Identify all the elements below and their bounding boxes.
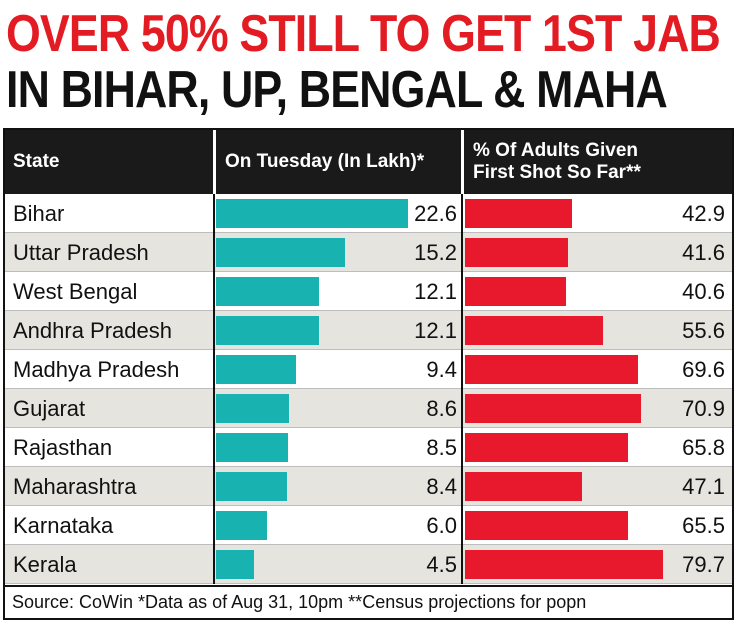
percent-adults-value: 55.6 bbox=[682, 318, 725, 343]
daily-doses-bar bbox=[216, 199, 408, 228]
percent-adults-value: 69.6 bbox=[682, 357, 725, 382]
daily-doses-value: 8.6 bbox=[426, 396, 457, 421]
headline-line-2: IN BIHAR, UP, BENGAL & MAHA bbox=[6, 61, 668, 119]
column-divider bbox=[461, 467, 463, 506]
table-row: Kerala 4.5 79.7 bbox=[5, 545, 732, 584]
daily-doses-value: 12.1 bbox=[414, 318, 457, 343]
percent-adults-bar bbox=[465, 550, 663, 579]
percent-adults-value: 79.7 bbox=[682, 552, 725, 577]
column-divider bbox=[461, 272, 463, 311]
state-label: West Bengal bbox=[13, 279, 138, 304]
state-label: Rajasthan bbox=[13, 435, 113, 460]
daily-doses-value: 9.4 bbox=[426, 357, 457, 382]
percent-adults-value: 41.6 bbox=[682, 240, 725, 265]
header-percent-line-2: First Shot So Far** bbox=[473, 162, 641, 183]
column-divider bbox=[213, 350, 215, 389]
column-divider bbox=[461, 350, 463, 389]
column-divider bbox=[213, 311, 215, 350]
table-row: Karnataka 6.0 65.5 bbox=[5, 506, 732, 545]
headline-line-1: OVER 50% STILL TO GET 1ST JAB bbox=[6, 5, 721, 63]
daily-doses-value: 15.2 bbox=[414, 240, 457, 265]
column-divider bbox=[461, 194, 463, 233]
table-row: Uttar Pradesh 15.2 41.6 bbox=[5, 233, 732, 272]
percent-adults-value: 42.9 bbox=[682, 201, 725, 226]
table-row: Maharashtra 8.4 47.1 bbox=[5, 467, 732, 506]
column-divider bbox=[213, 467, 215, 506]
column-divider bbox=[461, 506, 463, 545]
percent-adults-value: 47.1 bbox=[682, 474, 725, 499]
state-label: Uttar Pradesh bbox=[13, 240, 149, 265]
percent-adults-bar bbox=[465, 238, 568, 267]
header-daily-doses: On Tuesday (In Lakh)* bbox=[225, 151, 425, 172]
percent-adults-bar bbox=[465, 316, 603, 345]
header-percent-adults: % Of Adults Given First Shot So Far** bbox=[473, 130, 728, 194]
table-row: Madhya Pradesh 9.4 69.6 bbox=[5, 350, 732, 389]
state-label: Karnataka bbox=[13, 513, 114, 538]
state-label: Madhya Pradesh bbox=[13, 357, 180, 382]
daily-doses-value: 8.5 bbox=[426, 435, 457, 460]
table-row: West Bengal 12.1 40.6 bbox=[5, 272, 732, 311]
daily-doses-value: 6.0 bbox=[426, 513, 457, 538]
column-divider bbox=[461, 311, 463, 350]
header-divider bbox=[213, 130, 216, 194]
daily-doses-bar bbox=[216, 550, 254, 579]
percent-adults-bar bbox=[465, 511, 628, 540]
daily-doses-value: 4.5 bbox=[426, 552, 457, 577]
header-divider bbox=[461, 130, 464, 194]
state-label: Andhra Pradesh bbox=[13, 318, 172, 343]
state-label: Maharashtra bbox=[13, 474, 137, 499]
daily-doses-bar bbox=[216, 472, 287, 501]
column-divider bbox=[213, 545, 215, 584]
table-row: Rajasthan 8.5 65.8 bbox=[5, 428, 732, 467]
table-row: Bihar 22.6 42.9 bbox=[5, 194, 732, 233]
header-state: State bbox=[13, 151, 60, 172]
percent-adults-bar bbox=[465, 277, 566, 306]
state-label: Gujarat bbox=[13, 396, 86, 421]
state-label: Kerala bbox=[13, 552, 77, 577]
daily-doses-bar bbox=[216, 433, 288, 462]
percent-adults-value: 65.5 bbox=[682, 513, 725, 538]
daily-doses-bar bbox=[216, 316, 319, 345]
column-divider bbox=[213, 506, 215, 545]
percent-adults-bar bbox=[465, 472, 582, 501]
header-percent-line-1: % Of Adults Given bbox=[473, 140, 639, 161]
column-divider bbox=[213, 428, 215, 467]
percent-adults-value: 65.8 bbox=[682, 435, 725, 460]
column-divider bbox=[213, 233, 215, 272]
column-divider bbox=[213, 194, 215, 233]
percent-adults-bar bbox=[465, 394, 641, 423]
daily-doses-bar bbox=[216, 277, 319, 306]
percent-adults-bar bbox=[465, 355, 638, 384]
daily-doses-value: 22.6 bbox=[414, 201, 457, 226]
source-note: Source: CoWin *Data as of Aug 31, 10pm *… bbox=[5, 585, 732, 618]
percent-adults-bar bbox=[465, 433, 628, 462]
column-divider bbox=[461, 428, 463, 467]
table-body: Bihar 22.6 42.9 Uttar Pradesh 15.2 41.6 West B… bbox=[5, 194, 732, 584]
daily-doses-value: 12.1 bbox=[414, 279, 457, 304]
column-divider bbox=[461, 389, 463, 428]
daily-doses-bar bbox=[216, 238, 345, 267]
data-table: State On Tuesday (In Lakh)* % Of Adults … bbox=[3, 128, 734, 620]
table-row: Gujarat 8.6 70.9 bbox=[5, 389, 732, 428]
daily-doses-bar bbox=[216, 394, 289, 423]
table-header: State On Tuesday (In Lakh)* % Of Adults … bbox=[5, 130, 732, 194]
state-label: Bihar bbox=[13, 201, 65, 226]
percent-adults-value: 70.9 bbox=[682, 396, 725, 421]
column-divider bbox=[213, 389, 215, 428]
daily-doses-bar bbox=[216, 511, 267, 540]
daily-doses-bar bbox=[216, 355, 296, 384]
percent-adults-value: 40.6 bbox=[682, 279, 725, 304]
table-row: Andhra Pradesh 12.1 55.6 bbox=[5, 311, 732, 350]
column-divider bbox=[461, 545, 463, 584]
daily-doses-value: 8.4 bbox=[426, 474, 457, 499]
percent-adults-bar bbox=[465, 199, 572, 228]
column-divider bbox=[461, 233, 463, 272]
column-divider bbox=[213, 272, 215, 311]
